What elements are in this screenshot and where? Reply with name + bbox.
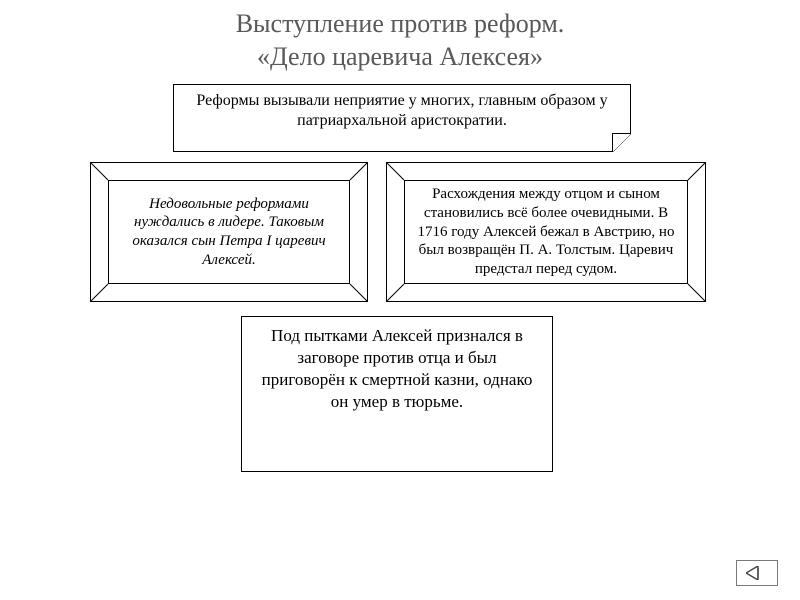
left-panel-inner: Недовольные реформами нуждались в лидере…	[108, 180, 350, 284]
title-line-1: Выступление против реформ.	[0, 8, 800, 41]
right-panel: Расхождения между отцом и сыном становил…	[386, 162, 706, 302]
right-panel-inner: Расхождения между отцом и сыном становил…	[404, 180, 688, 284]
conclusion-box: Под пытками Алексей признался в заговоре…	[241, 316, 553, 472]
slide-title: Выступление против реформ. «Дело царевич…	[0, 0, 800, 73]
intro-note: Реформы вызывали неприятие у многих, гла…	[173, 84, 631, 152]
left-panel: Недовольные реформами нуждались в лидере…	[90, 162, 368, 302]
nav-back-button[interactable]	[736, 560, 778, 586]
left-panel-text: Недовольные реформами нуждались в лидере…	[117, 195, 341, 270]
back-arrow-icon	[746, 566, 768, 580]
right-panel-text: Расхождения между отцом и сыном становил…	[413, 185, 679, 279]
title-line-2: «Дело царевича Алексея»	[0, 41, 800, 74]
intro-note-text: Реформы вызывали неприятие у многих, гла…	[196, 92, 607, 129]
conclusion-text: Под пытками Алексей признался в заговоре…	[262, 326, 533, 411]
